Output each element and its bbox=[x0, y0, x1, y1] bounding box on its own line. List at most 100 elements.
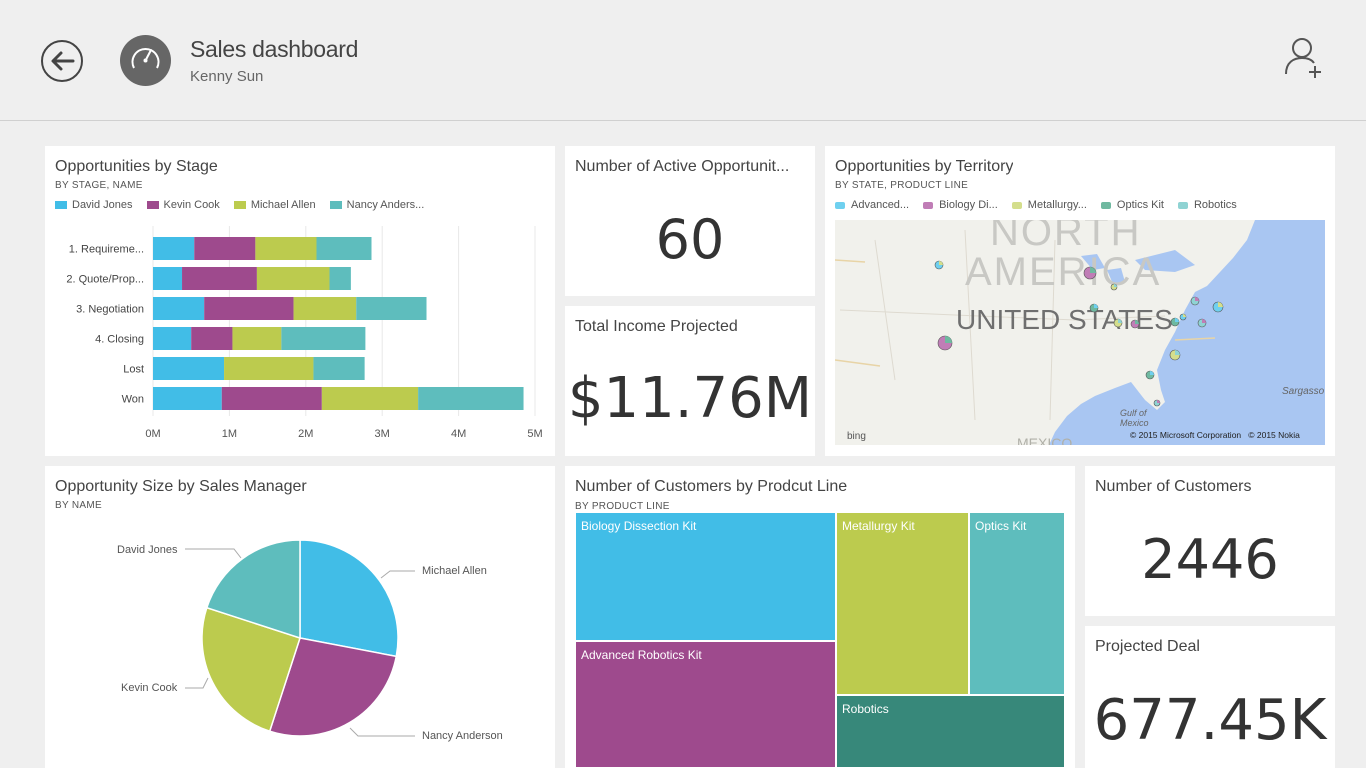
legend-label: Michael Allen bbox=[250, 199, 316, 211]
map-marker-slice bbox=[1175, 350, 1180, 355]
bar-segment bbox=[204, 297, 294, 320]
map-label-sargasso: Sargasso bbox=[1282, 386, 1325, 397]
map-markers bbox=[934, 260, 1224, 407]
treemap-label: Robotics bbox=[842, 702, 889, 716]
projected-deal-tile[interactable]: Projected Deal 677.45K bbox=[1085, 626, 1335, 768]
bar-segment bbox=[153, 357, 225, 380]
map-marker-slice bbox=[1195, 297, 1199, 301]
bar-segment bbox=[191, 327, 233, 350]
stacked-bar-chart: 0M 1M 2M 3M 4M 5M 1. Requireme... 2. Quote/Prop… bbox=[66, 226, 543, 440]
customers-by-product-line-tile[interactable]: Number of Customers by Prodcut Line BY P… bbox=[565, 466, 1075, 768]
legend-swatch bbox=[329, 201, 342, 209]
tile-title: Projected Deal bbox=[1095, 638, 1200, 655]
bar-segment bbox=[418, 387, 524, 410]
x-tick-label: 0M bbox=[145, 428, 160, 440]
treemap-label: Metallurgy Kit bbox=[842, 519, 915, 533]
add-user-button[interactable] bbox=[1283, 36, 1329, 82]
legend-label: Robotics bbox=[1193, 199, 1237, 211]
bar-segment bbox=[256, 267, 330, 290]
treemap-cell-optics[interactable]: Optics Kit bbox=[969, 512, 1065, 695]
map-label-united-states: UNITED STATES bbox=[956, 304, 1173, 335]
legend-swatch bbox=[233, 201, 246, 209]
y-category-label: 3. Negotiation bbox=[76, 304, 144, 316]
legend-item-michael[interactable]: Michael Allen bbox=[233, 199, 316, 211]
bing-logo: bing bbox=[847, 431, 866, 442]
legend-item-nancy[interactable]: Nancy Anders... bbox=[329, 199, 425, 211]
legend-swatch bbox=[835, 201, 845, 209]
bar-segment bbox=[153, 387, 222, 410]
legend-item-advanced[interactable]: Advanced... bbox=[835, 199, 909, 211]
legend-label: Nancy Anders... bbox=[346, 199, 425, 211]
legend-item-david[interactable]: David Jones bbox=[55, 199, 133, 211]
treemap-cell-biology[interactable]: Biology Dissection Kit bbox=[575, 512, 836, 641]
tile-title: Number of Active Opportunit... bbox=[575, 158, 790, 175]
legend-label: Advanced... bbox=[851, 199, 910, 211]
x-tick-label: 1M bbox=[222, 428, 237, 440]
tile-title: Number of Customers bbox=[1095, 478, 1252, 495]
copyright-nokia: © 2015 Nokia bbox=[1248, 430, 1300, 440]
bar-segment bbox=[321, 387, 419, 410]
bar-segment bbox=[182, 267, 257, 290]
bar-segment bbox=[224, 357, 314, 380]
bar-segment bbox=[316, 237, 372, 260]
pie-label-kevin: Kevin Cook bbox=[121, 682, 178, 694]
map-label-north: NORTH bbox=[990, 220, 1142, 254]
bar-segment bbox=[313, 357, 365, 380]
tile-title: Opportunities by Territory bbox=[835, 158, 1014, 175]
legend-item-kevin[interactable]: Kevin Cook bbox=[146, 199, 220, 211]
legend-item-metallurgy[interactable]: Metallurgy... bbox=[1011, 199, 1087, 211]
map-marker-slice bbox=[1118, 319, 1122, 323]
map-label-gulf-line1: Gulf of bbox=[1120, 408, 1147, 418]
tile-subtitle: BY NAME bbox=[55, 500, 102, 511]
treemap-cell-robotics[interactable]: Robotics bbox=[836, 695, 1065, 768]
tile-subtitle: BY STAGE, NAME bbox=[55, 180, 143, 191]
y-category-label: 1. Requireme... bbox=[69, 244, 144, 256]
dashboard-title: Sales dashboard bbox=[190, 36, 359, 62]
back-button[interactable] bbox=[41, 40, 83, 82]
opportunities-by-territory-tile[interactable]: Opportunities by Territory BY STATE, PRO… bbox=[825, 146, 1335, 456]
tile-subtitle: BY PRODUCT LINE bbox=[575, 501, 670, 512]
legend-label: Biology Di... bbox=[939, 199, 998, 211]
map-marker-slice bbox=[1135, 320, 1139, 324]
treemap-label: Optics Kit bbox=[975, 519, 1027, 533]
pie-slice bbox=[201, 606, 301, 733]
legend-item-biology[interactable]: Biology Di... bbox=[923, 199, 998, 211]
treemap-cell-metallurgy[interactable]: Metallurgy Kit bbox=[836, 512, 969, 695]
legend-swatch bbox=[1100, 201, 1111, 209]
pie-label-nancy: Nancy Anderson bbox=[422, 730, 503, 742]
x-tick-label: 3M bbox=[375, 428, 390, 440]
dashboard-header: Sales dashboard Kenny Sun bbox=[0, 0, 1366, 121]
x-tick-label: 2M bbox=[298, 428, 313, 440]
y-category-label: 4. Closing bbox=[95, 334, 144, 346]
total-income-tile[interactable]: Total Income Projected $11.76M bbox=[565, 306, 815, 456]
bar-segment bbox=[329, 267, 351, 290]
kpi-value: 60 bbox=[655, 208, 725, 271]
treemap-label: Biology Dissection Kit bbox=[581, 519, 697, 533]
tile-title: Number of Customers by Prodcut Line bbox=[575, 478, 848, 495]
map-marker-slice bbox=[1175, 318, 1179, 322]
map-label-gulf-line2: Mexico bbox=[1120, 418, 1149, 428]
legend-item-robotics[interactable]: Robotics bbox=[1177, 199, 1237, 211]
treemap-cell-advanced-robotics[interactable]: Advanced Robotics Kit bbox=[575, 641, 836, 768]
legend-label: David Jones bbox=[72, 199, 133, 211]
bar-segment bbox=[194, 237, 256, 260]
legend-label: Metallurgy... bbox=[1027, 199, 1087, 211]
opportunities-by-stage-tile[interactable]: Opportunities by Stage BY STAGE, NAME Da… bbox=[45, 146, 555, 456]
map-marker-slice bbox=[1114, 284, 1117, 287]
chart-legend: David Jones Kevin Cook Michael Allen Nan… bbox=[55, 199, 438, 211]
bar-segment bbox=[232, 327, 282, 350]
legend-swatch bbox=[1011, 201, 1022, 209]
dashboard-owner: Kenny Sun bbox=[190, 68, 264, 85]
x-tick-label: 4M bbox=[451, 428, 466, 440]
active-opportunities-tile[interactable]: Number of Active Opportunit... 60 bbox=[565, 146, 815, 296]
kpi-value: 677.45K bbox=[1093, 688, 1327, 753]
territory-map[interactable]: NORTH AMERICA UNITED STATES MEXICO Gulf … bbox=[835, 220, 1325, 445]
opportunity-size-tile[interactable]: Opportunity Size by Sales Manager BY NAM… bbox=[45, 466, 555, 768]
pie-slice bbox=[299, 539, 399, 658]
map-marker-slice bbox=[1218, 302, 1223, 307]
bar-segment bbox=[255, 237, 317, 260]
y-category-label: Won bbox=[122, 394, 144, 406]
legend-item-optics[interactable]: Optics Kit bbox=[1100, 199, 1164, 211]
number-of-customers-tile[interactable]: Number of Customers 2446 bbox=[1085, 466, 1335, 616]
map-marker-slice bbox=[945, 336, 952, 343]
